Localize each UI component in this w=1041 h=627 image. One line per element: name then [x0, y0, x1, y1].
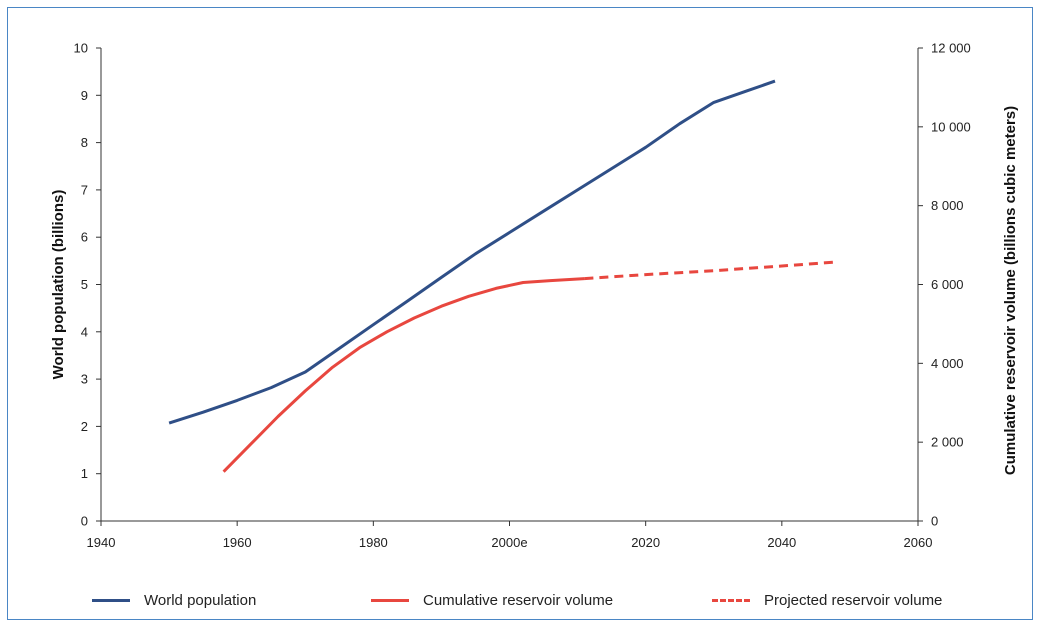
legend-swatch-projected-reservoir-volume [712, 598, 750, 602]
x-tick-label: 1980 [359, 535, 388, 550]
y-right-tick-label: 12 000 [931, 41, 971, 56]
y-left-tick-label: 2 [81, 419, 88, 434]
y-axis-label-right: Cumulative reservoir volume (billions cu… [1002, 106, 1019, 475]
y-right-tick-label: 6 000 [931, 277, 964, 292]
y-left-tick-label: 6 [81, 230, 88, 245]
legend-swatch-cumulative-reservoir-volume [371, 598, 409, 602]
x-tick-label: 1960 [223, 535, 252, 550]
y-left-tick-label: 1 [81, 466, 88, 481]
series-line-world-population [168, 79, 776, 425]
y-right-tick-label: 8 000 [931, 198, 964, 213]
y-left-tick-label: 5 [81, 277, 88, 292]
legend-label-world-population: World population [144, 591, 257, 609]
y-left-tick-label: 8 [81, 135, 88, 150]
x-tick-label: 2040 [767, 535, 796, 550]
y-right-tick-label: 2 000 [931, 435, 964, 450]
axes-group: 0 1 2 3 4 5 6 7 8 9 10 0 2 000 4 000 6 000 8 000 10 000 1… [74, 41, 971, 551]
legend: World population Cumulative reservoir vo… [0, 588, 1041, 612]
series-line-projected-reservoir-volume [584, 260, 837, 281]
legend-item-projected-reservoir-volume: Projected reservoir volume [712, 588, 942, 612]
y-right-tick-label: 10 000 [931, 119, 971, 134]
y-axis-label-left: World population (billions) [50, 190, 67, 380]
x-tick-label: 2060 [904, 535, 933, 550]
y-left-tick-label: 4 [81, 324, 88, 339]
series-line-cumulative-reservoir-volume [222, 277, 585, 473]
legend-item-cumulative-reservoir-volume: Cumulative reservoir volume [371, 588, 613, 612]
y-right-tick-label: 0 [931, 514, 938, 529]
legend-label-projected-reservoir-volume: Projected reservoir volume [764, 591, 943, 609]
plot-area [168, 79, 837, 473]
x-tick-label: 2020 [631, 535, 660, 550]
legend-item-world-population: World population [92, 588, 256, 612]
y-left-tick-label: 7 [81, 182, 88, 197]
x-tick-label: 2000e [491, 535, 527, 550]
x-tick-label: 1940 [87, 535, 116, 550]
legend-swatch-world-population [92, 598, 130, 602]
y-right-tick-label: 4 000 [931, 356, 964, 371]
y-left-tick-label: 0 [81, 514, 88, 529]
chart-frame [7, 7, 1033, 620]
y-left-tick-label: 9 [81, 88, 88, 103]
legend-label-cumulative-reservoir-volume: Cumulative reservoir volume [423, 591, 614, 609]
y-left-tick-label: 10 [74, 41, 88, 56]
y-left-tick-label: 3 [81, 372, 88, 387]
